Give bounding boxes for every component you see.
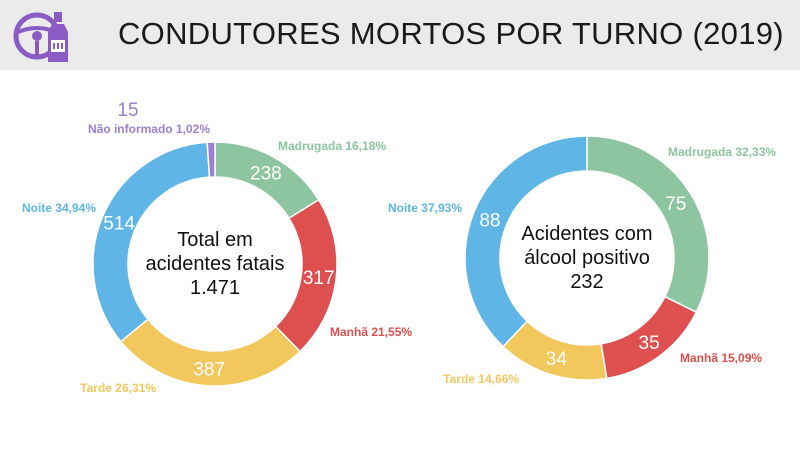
slice-total-nao-informado (206, 141, 216, 178)
percent-label-alcool-tarde: Tarde 14,66% (443, 372, 519, 386)
steering-wheel-bottle-icon (13, 12, 68, 62)
center-text-alcool-1: álcool positivo (524, 247, 650, 269)
percent-label-total-madrugada: Madrugada 16,18% (278, 139, 386, 153)
value-label-total-manha: 317 (303, 268, 335, 289)
value-label-alcool-noite: 88 (479, 210, 500, 231)
slice-labels: Madrugada 16,18% Manhã 21,55% Tarde 26,31%… (22, 122, 776, 395)
center-text-alcool-2: 232 (570, 271, 603, 293)
center-text-total-0: Total em (177, 229, 253, 251)
slice-total-noite (92, 141, 211, 343)
center-text-alcool-0: Acidentes com (521, 223, 652, 245)
page-title: CONDUTORES MORTOS POR TURNO (2019) (118, 16, 784, 51)
center-text-total-2: 1.471 (190, 277, 240, 299)
value-label-total-nao-informado: 15 (117, 100, 138, 121)
value-label-alcool-madrugada: 75 (665, 194, 686, 215)
value-label-total-madrugada: 238 (250, 164, 282, 185)
percent-label-total-tarde: Tarde 26,31% (80, 381, 156, 395)
center-text-total-1: acidentes fatais (146, 253, 285, 275)
value-label-total-noite: 514 (103, 213, 135, 234)
header-bar: CONDUTORES MORTOS POR TURNO (2019) (0, 0, 800, 70)
percent-label-total-nao-informado: Não informado 1,02% (88, 122, 210, 136)
percent-label-alcool-noite: Noite 37,93% (388, 201, 462, 215)
value-label-alcool-tarde: 34 (546, 349, 568, 370)
percent-label-alcool-madrugada: Madrugada 32,33% (668, 145, 776, 159)
percent-label-total-manha: Manhã 21,55% (330, 325, 412, 339)
percent-label-total-noite: Noite 34,94% (22, 201, 96, 215)
percent-label-alcool-manha: Manhã 15,09% (680, 351, 762, 365)
value-label-total-tarde: 387 (193, 359, 225, 380)
value-label-alcool-manha: 35 (639, 333, 660, 354)
slice-alcool-noite (464, 135, 588, 348)
